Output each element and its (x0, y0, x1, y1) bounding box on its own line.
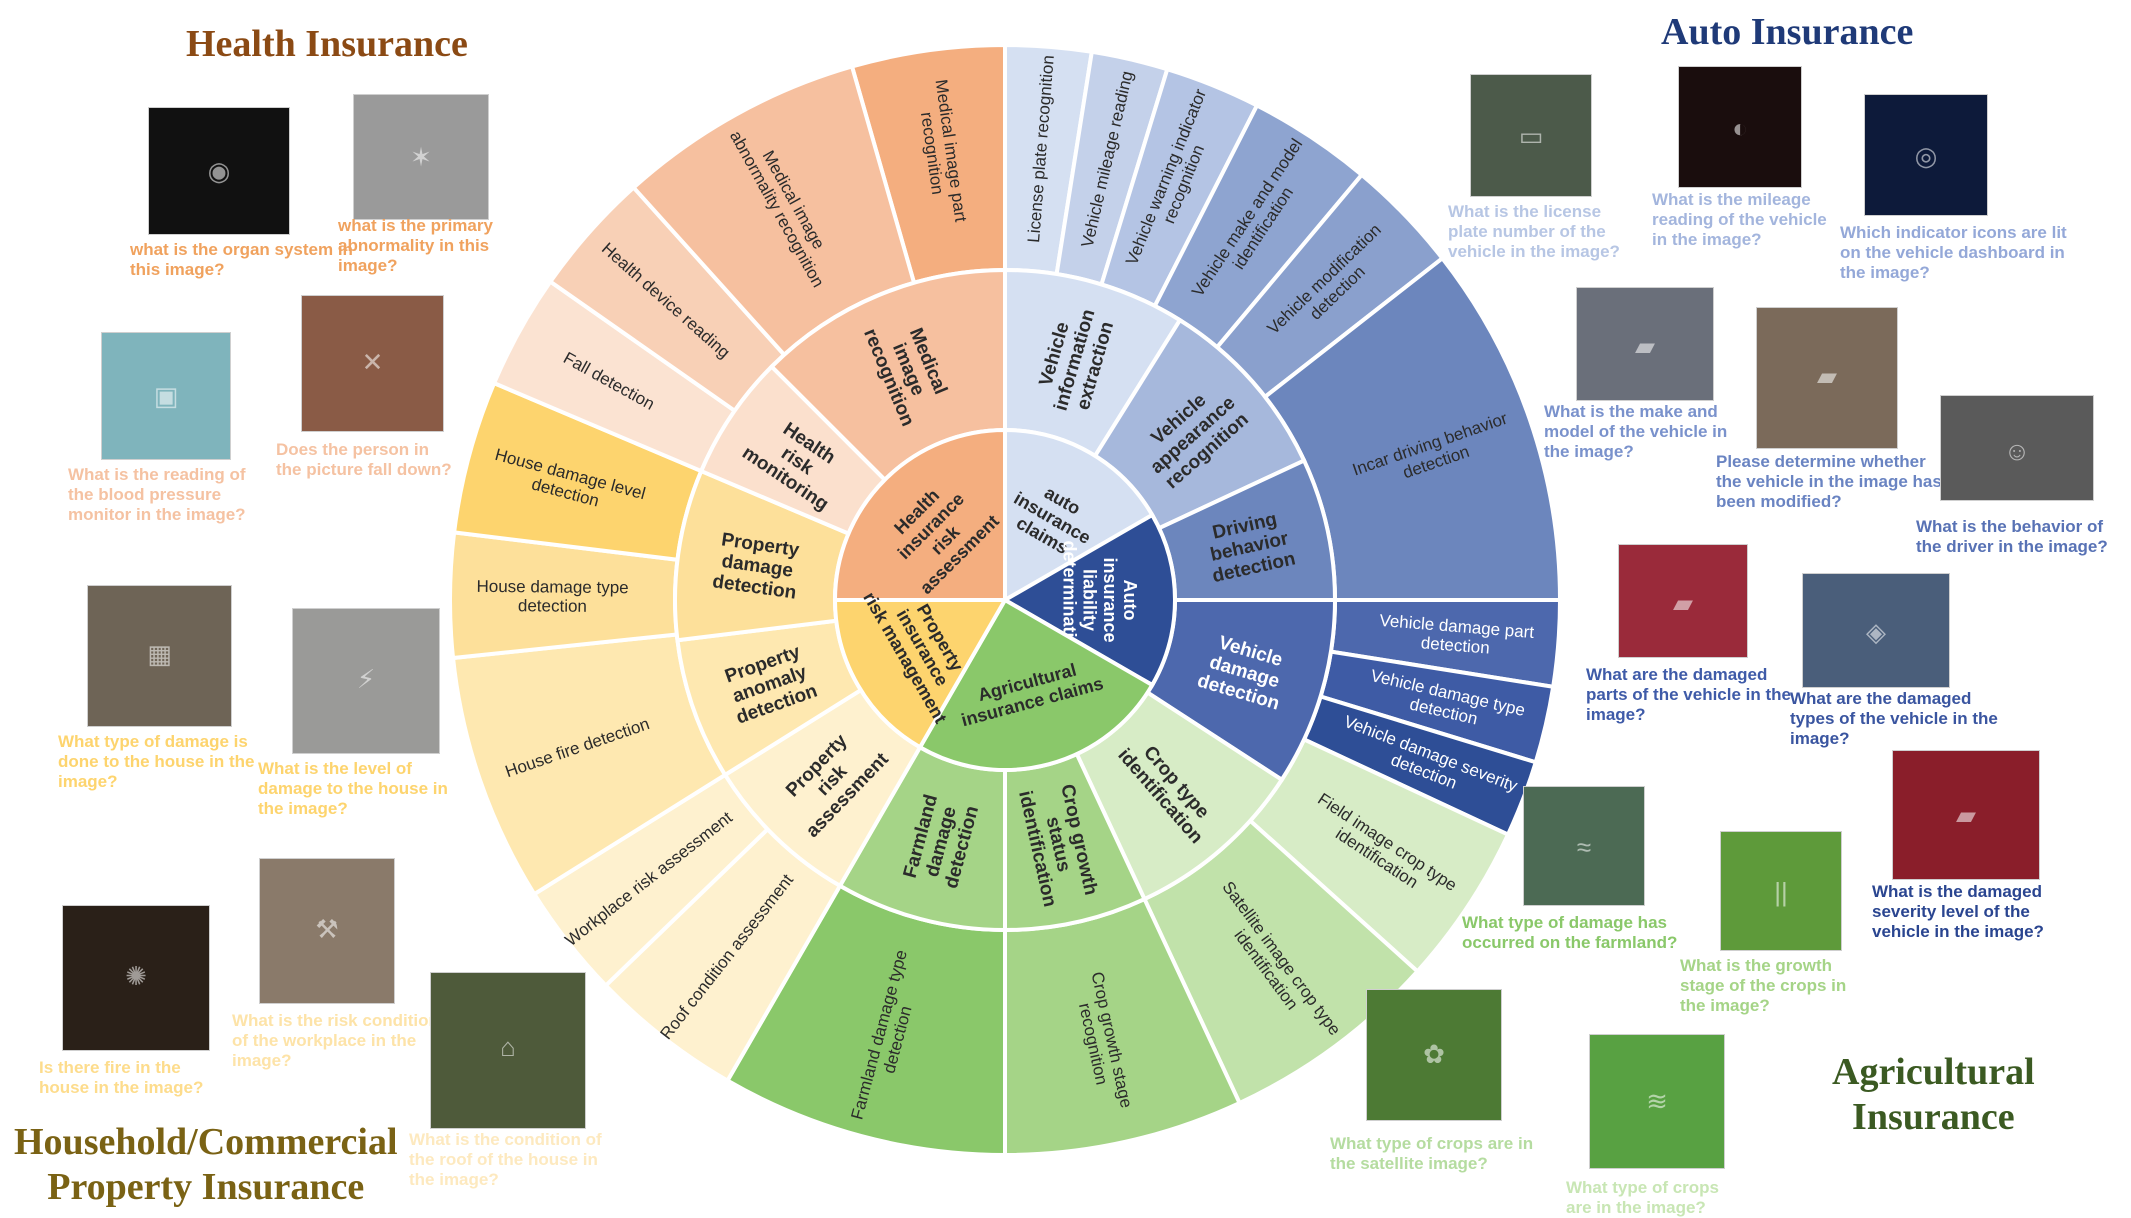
aerial-roof-image: ⌂ (430, 972, 586, 1129)
example-question-house-damage-level: What is the level of damage to the house… (258, 759, 448, 818)
outer-ring: Medical image partrecognition License pla… (448, 42, 1563, 1158)
example-question-indicator: Which indicator icons are lit on the veh… (1840, 223, 2067, 282)
instrument-cluster-image: ◎ (1864, 94, 1988, 216)
example-question-severity: What is the damaged severity level of th… (1872, 882, 2044, 941)
grass-field-image: || (1720, 831, 1842, 951)
middle-ring: Medicalimagerecognition Vehicleinformatio… (673, 267, 1338, 933)
damaged-red-car-image: ▰ (1618, 544, 1748, 658)
inner-ring-segment-3 (917, 597, 1155, 772)
example-question-roof: What is the condition of the roof of the… (409, 1130, 602, 1189)
cctv-fire-image: ✺ (62, 905, 210, 1051)
health-insurance-title: Health Insurance (186, 23, 468, 65)
outer-ring-label-17: House damage type detection (476, 577, 628, 616)
middle-ring-label-10: Propertydamagedetection (711, 529, 803, 604)
auto-insurance-title: Auto Insurance (1661, 11, 1914, 53)
inner-ring-label-2: Autoinsuranceliabilitydetermination (1059, 540, 1139, 659)
crop-closeup-image: ✿ (1366, 989, 1502, 1121)
example-question-blood-pressure: What is the reading of the blood pressur… (68, 465, 246, 524)
middle-ring-label-1: Vehicleinformationextraction (1030, 301, 1120, 419)
driver-image: ☺ (1940, 395, 2094, 501)
example-question-farmland: What type of damage has occurred on the … (1462, 913, 1678, 952)
cracked-wall-image: ⚡ (292, 608, 440, 754)
car-rear-image: ▭ (1470, 74, 1592, 197)
inner-ring-segment-0 (832, 427, 1007, 602)
sedan-image: ▰ (1576, 287, 1714, 401)
example-question-crops: What type of crops are in the image? (1566, 1178, 1720, 1217)
fallen-person-image: ✕ (301, 295, 444, 432)
example-question-license: What is the license plate number of the … (1448, 202, 1620, 261)
example-question-damaged-parts: What are the damaged parts of the vehicl… (1586, 665, 1791, 724)
example-question-make-model: What is the make and model of the vehicl… (1544, 402, 1728, 461)
example-question-satellite-crops: What type of crops are in the satellite … (1330, 1134, 1534, 1173)
ct-scan-image: ◉ (148, 107, 290, 235)
example-question-damage-types: What are the damaged types of the vehicl… (1790, 689, 1998, 748)
construction-workers-image: ⚒ (259, 858, 395, 1004)
dashboard-display-image: ◐ (1678, 66, 1802, 188)
damaged-floor-image: ▦ (87, 585, 232, 727)
example-question-fire: Is there fire in the house in the image? (39, 1058, 204, 1097)
example-question-house-damage-type: What type of damage is done to the house… (58, 732, 255, 791)
example-question-abnormality: what is the primary abnormality in this … (338, 216, 493, 275)
example-question-mileage: What is the mileage reading of the vehic… (1652, 190, 1827, 249)
inner-ring: Healthinsuranceriskassessmentautoinsuran… (832, 427, 1177, 772)
crashed-car-image: ▰ (1892, 750, 2040, 880)
inner-ring-segment-4 (832, 598, 1009, 750)
example-question-workplace: What is the risk condition of the workpl… (232, 1011, 439, 1070)
example-question-growth: What is the growth stage of the crops in… (1680, 956, 1847, 1015)
example-question-driver: What is the behavior of the driver in th… (1916, 517, 2108, 556)
race-car-image: ▰ (1756, 307, 1898, 449)
satellite-farmland-image: ≈ (1523, 786, 1645, 906)
agricultural-insurance-title: Agricultural Insurance (1832, 1051, 2035, 1138)
property-insurance-title: Household/Commercial Property Insurance (14, 1121, 398, 1208)
rice-field-image: ≋ (1589, 1034, 1725, 1169)
example-question-organ: what is the organ system in this image? (130, 240, 353, 279)
example-question-fall: Does the person in the picture fall down… (276, 440, 452, 479)
middle-ring-label-0: Medicalimagerecognition (859, 310, 957, 430)
blood-pressure-monitor-image: ▣ (101, 332, 231, 460)
inner-ring-segment-2 (1001, 512, 1177, 688)
inner-ring-segment-1 (1003, 427, 1155, 604)
example-question-modified: Please determine whether the vehicle in … (1716, 452, 1942, 511)
broken-window-image: ◈ (1802, 573, 1950, 688)
x-ray-image: ✶ (353, 94, 489, 220)
